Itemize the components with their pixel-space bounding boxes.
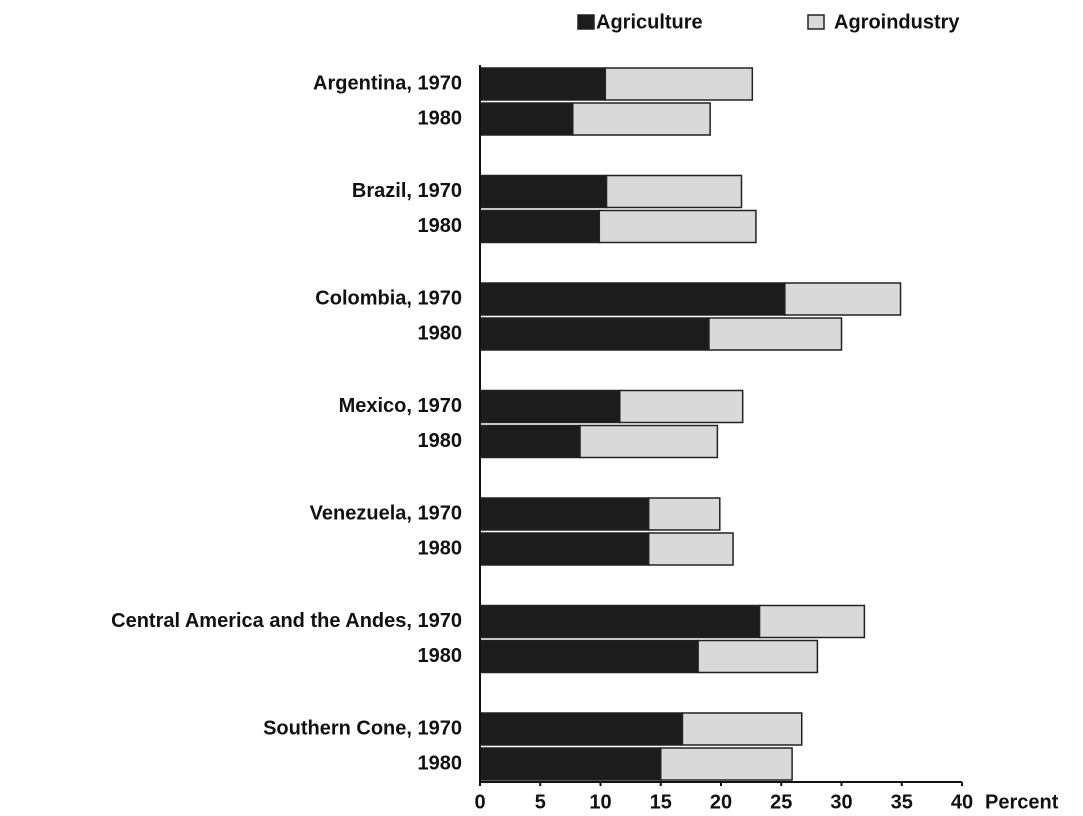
bar-segment [479, 282, 786, 316]
y-tick-label: Colombia, 1970 [315, 287, 462, 309]
bar-segment [479, 209, 601, 244]
bar-segment [479, 424, 581, 459]
y-tick-label: 1980 [418, 322, 463, 344]
x-tick-label: 35 [891, 791, 913, 813]
x-tick-label: 10 [589, 791, 611, 813]
y-tick-label: Brazil, 1970 [352, 180, 462, 202]
bar-segment [605, 174, 743, 209]
y-tick-label: 1980 [418, 537, 463, 559]
bar-segment [579, 424, 719, 459]
y-tick-label: Argentina, 1970 [313, 72, 462, 94]
y-tick-label: 1980 [418, 215, 463, 237]
x-tick-label: 5 [535, 791, 546, 813]
bar-segment [660, 747, 793, 781]
bar-segment [479, 604, 761, 639]
bar-segment [479, 747, 662, 781]
y-tick-label: Southern Cone, 1970 [263, 717, 462, 739]
x-tick-label: 25 [770, 791, 792, 813]
bar-segment [604, 67, 754, 101]
bar-segment [479, 712, 684, 746]
legend-label: Agriculture [596, 11, 703, 33]
bar-segment [479, 389, 621, 424]
bar-segment [708, 317, 843, 351]
y-tick-label: 1980 [418, 107, 463, 129]
x-tick-label: 15 [650, 791, 672, 813]
bar-segment [479, 67, 607, 101]
bar-segment [758, 604, 866, 639]
y-tick-label: 1980 [418, 430, 463, 452]
bar-segment [479, 639, 699, 674]
bar-segment [647, 532, 734, 566]
bar-segment [784, 282, 902, 316]
y-tick-label: Venezuela, 1970 [310, 502, 462, 524]
bar-segment [697, 639, 819, 674]
bar-segment [479, 532, 650, 566]
bar-segment [647, 497, 721, 531]
bar-segment [572, 102, 711, 136]
y-tick-label: Mexico, 1970 [339, 395, 462, 417]
bar-segment [681, 712, 803, 746]
x-tick-label: 40 [951, 791, 973, 813]
x-tick-label: 20 [710, 791, 732, 813]
bar-segment [479, 317, 710, 351]
x-tick-label: 30 [830, 791, 852, 813]
x-axis-label: Percent [985, 791, 1059, 813]
x-tick-label: 0 [474, 791, 485, 813]
bar-segment [479, 174, 608, 209]
bar-segment [479, 102, 574, 136]
legend-swatch [807, 14, 825, 30]
bar-segment [619, 389, 744, 424]
y-tick-label: Central America and the Andes, 1970 [111, 610, 462, 632]
y-tick-label: 1980 [418, 645, 463, 667]
bar-segment [598, 209, 757, 244]
legend-swatch [577, 14, 595, 30]
bar-segment [479, 497, 650, 531]
y-tick-label: 1980 [418, 752, 463, 774]
legend-label: Agroindustry [834, 11, 960, 33]
